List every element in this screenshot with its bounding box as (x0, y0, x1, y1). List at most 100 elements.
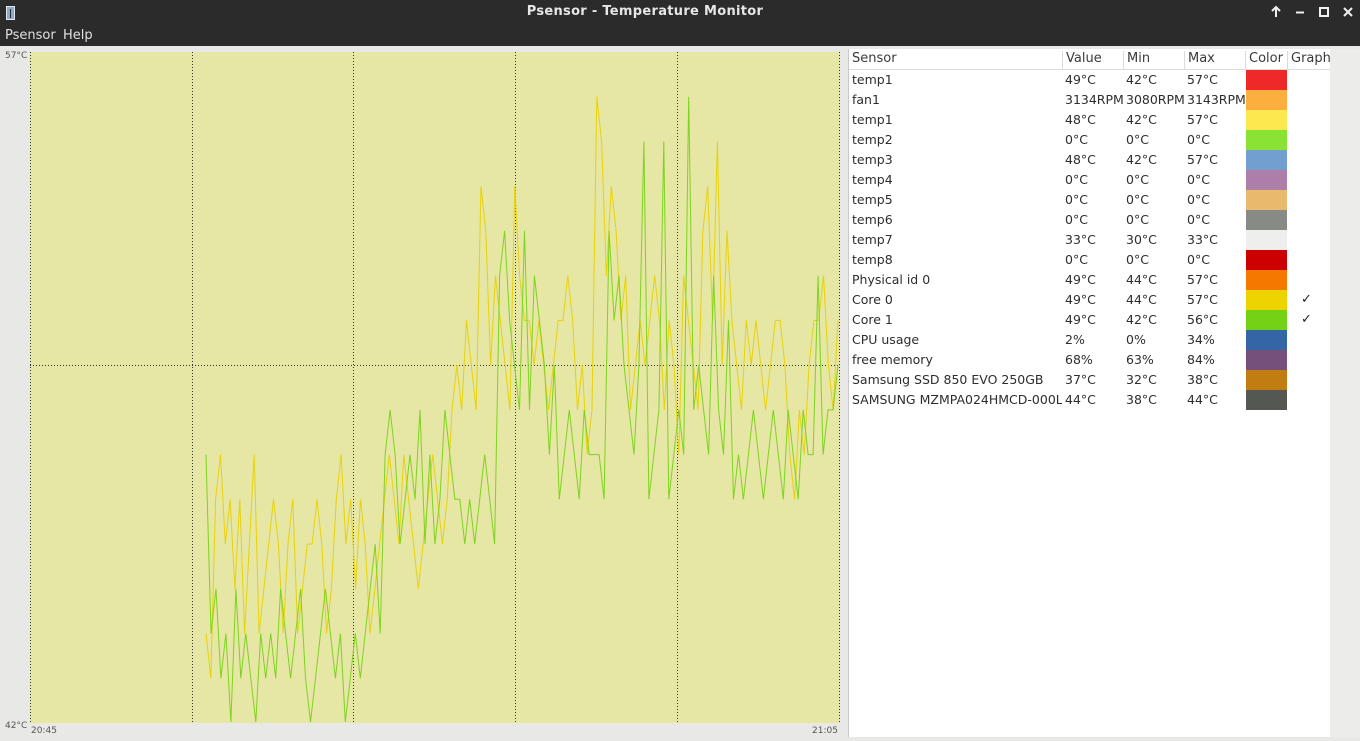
sensor-value: 0°C (1065, 212, 1088, 227)
column-header-color[interactable]: Color (1245, 51, 1287, 69)
sensor-min: 0°C (1126, 212, 1149, 227)
sensor-color-swatch[interactable] (1246, 130, 1287, 150)
column-header-max[interactable]: Max (1184, 51, 1245, 69)
sensor-max: 0°C (1187, 172, 1210, 187)
title-bar: Psensor - Temperature Monitor (0, 0, 1360, 25)
table-row[interactable]: free memory 68% 63% 84% (849, 350, 1331, 370)
bottom-strip (848, 737, 1360, 741)
sensor-color-swatch[interactable] (1246, 370, 1287, 390)
panel-margin (1330, 49, 1360, 737)
sensor-min: 0°C (1126, 192, 1149, 207)
column-header-sensor[interactable]: Sensor (852, 51, 897, 66)
sensor-color-swatch[interactable] (1246, 390, 1287, 410)
table-row[interactable]: temp6 0°C 0°C 0°C (849, 210, 1331, 230)
sensor-name: temp6 (852, 212, 893, 227)
graph-checkmark-icon[interactable]: ✓ (1301, 312, 1312, 327)
sensor-table: Sensor Value Min Max Color Graph temp1 49… (848, 49, 1331, 737)
keep-above-button[interactable] (1267, 3, 1285, 21)
sensor-min: 42°C (1126, 72, 1157, 87)
table-row[interactable]: Core 0 49°C 44°C 57°C ✓ (849, 290, 1331, 310)
table-row[interactable]: temp8 0°C 0°C 0°C (849, 250, 1331, 270)
table-row[interactable]: temp4 0°C 0°C 0°C (849, 170, 1331, 190)
sensor-color-swatch[interactable] (1246, 170, 1287, 190)
sensor-color-swatch[interactable] (1246, 210, 1287, 230)
minimize-button[interactable] (1291, 3, 1309, 21)
sensor-name: SAMSUNG MZMPA024HMCD-000L1 (852, 392, 1062, 407)
sensor-max: 0°C (1187, 212, 1210, 227)
sensor-max: 0°C (1187, 252, 1210, 267)
table-row[interactable]: SAMSUNG MZMPA024HMCD-000L1 44°C 38°C 44°C (849, 390, 1331, 410)
table-row[interactable]: temp2 0°C 0°C 0°C (849, 130, 1331, 150)
sensor-color-swatch[interactable] (1246, 350, 1287, 370)
sensor-color-swatch[interactable] (1246, 270, 1287, 290)
sensor-min: 0% (1126, 332, 1146, 347)
sensor-value: 0°C (1065, 252, 1088, 267)
sensor-value: 44°C (1065, 392, 1096, 407)
sensor-max: 0°C (1187, 192, 1210, 207)
sensor-max: 38°C (1187, 372, 1218, 387)
sensor-max: 57°C (1187, 152, 1218, 167)
series-line-core-1 (205, 96, 839, 723)
sensor-min: 42°C (1126, 112, 1157, 127)
sensor-name: fan1 (852, 92, 880, 107)
sensor-max: 57°C (1187, 272, 1218, 287)
sensor-color-swatch[interactable] (1246, 310, 1287, 330)
sensor-value: 33°C (1065, 232, 1096, 247)
sensor-min: 32°C (1126, 372, 1157, 387)
psensor-app-icon (6, 6, 15, 20)
sensor-max: 57°C (1187, 112, 1218, 127)
sensor-min: 44°C (1126, 292, 1157, 307)
menu-help[interactable]: Help (63, 28, 93, 43)
sensor-color-swatch[interactable] (1246, 190, 1287, 210)
sensor-value: 49°C (1065, 312, 1096, 327)
series-line-core-0 (205, 96, 839, 679)
sensor-name: temp3 (852, 152, 893, 167)
y-max-label: 57°C (5, 51, 28, 61)
close-button[interactable] (1339, 3, 1357, 21)
column-header-value[interactable]: Value (1062, 51, 1123, 69)
sensor-color-swatch[interactable] (1246, 150, 1287, 170)
sensor-color-swatch[interactable] (1246, 70, 1287, 90)
sensor-min: 38°C (1126, 392, 1157, 407)
column-header-graph[interactable]: Graph (1287, 51, 1331, 69)
sensor-color-swatch[interactable] (1246, 330, 1287, 350)
table-row[interactable]: fan1 3134RPM 3080RPM 3143RPM (849, 90, 1331, 110)
column-header-min[interactable]: Min (1123, 51, 1184, 69)
sensor-value: 0°C (1065, 172, 1088, 187)
sensor-name: Physical id 0 (852, 272, 931, 287)
sensor-color-swatch[interactable] (1246, 290, 1287, 310)
table-row[interactable]: temp5 0°C 0°C 0°C (849, 190, 1331, 210)
sensor-name: temp1 (852, 112, 893, 127)
sensor-max: 34% (1187, 332, 1215, 347)
x-start-label: 20:45 (31, 726, 57, 736)
sensor-color-swatch[interactable] (1246, 90, 1287, 110)
table-row[interactable]: temp7 33°C 30°C 33°C (849, 230, 1331, 250)
sensor-value: 2% (1065, 332, 1085, 347)
sensor-value: 0°C (1065, 132, 1088, 147)
sensor-color-swatch[interactable] (1246, 250, 1287, 270)
sensor-color-swatch[interactable] (1246, 110, 1287, 130)
menu-psensor[interactable]: Psensor (5, 28, 56, 43)
table-row[interactable]: temp1 48°C 42°C 57°C (849, 110, 1331, 130)
table-row[interactable]: temp1 49°C 42°C 57°C (849, 70, 1331, 90)
sensor-name: CPU usage (852, 332, 920, 347)
sensor-min: 0°C (1126, 252, 1149, 267)
x-end-label: 21:05 (812, 726, 838, 736)
sensor-max: 84% (1187, 352, 1215, 367)
sensor-min: 63% (1126, 352, 1154, 367)
sensor-value: 3134RPM (1065, 92, 1123, 107)
table-row[interactable]: CPU usage 2% 0% 34% (849, 330, 1331, 350)
sensor-color-swatch[interactable] (1246, 230, 1287, 250)
sensor-min: 0°C (1126, 132, 1149, 147)
sensor-max: 44°C (1187, 392, 1218, 407)
menu-bar: Psensor Help (0, 25, 1360, 46)
graph-checkmark-icon[interactable]: ✓ (1301, 292, 1312, 307)
sensor-value: 49°C (1065, 272, 1096, 287)
table-row[interactable]: Core 1 49°C 42°C 56°C ✓ (849, 310, 1331, 330)
sensor-name: temp7 (852, 232, 893, 247)
sensor-max: 57°C (1187, 72, 1218, 87)
maximize-button[interactable] (1315, 3, 1333, 21)
table-row[interactable]: Physical id 0 49°C 44°C 57°C (849, 270, 1331, 290)
table-row[interactable]: Samsung SSD 850 EVO 250GB 37°C 32°C 38°C (849, 370, 1331, 390)
table-row[interactable]: temp3 48°C 42°C 57°C (849, 150, 1331, 170)
